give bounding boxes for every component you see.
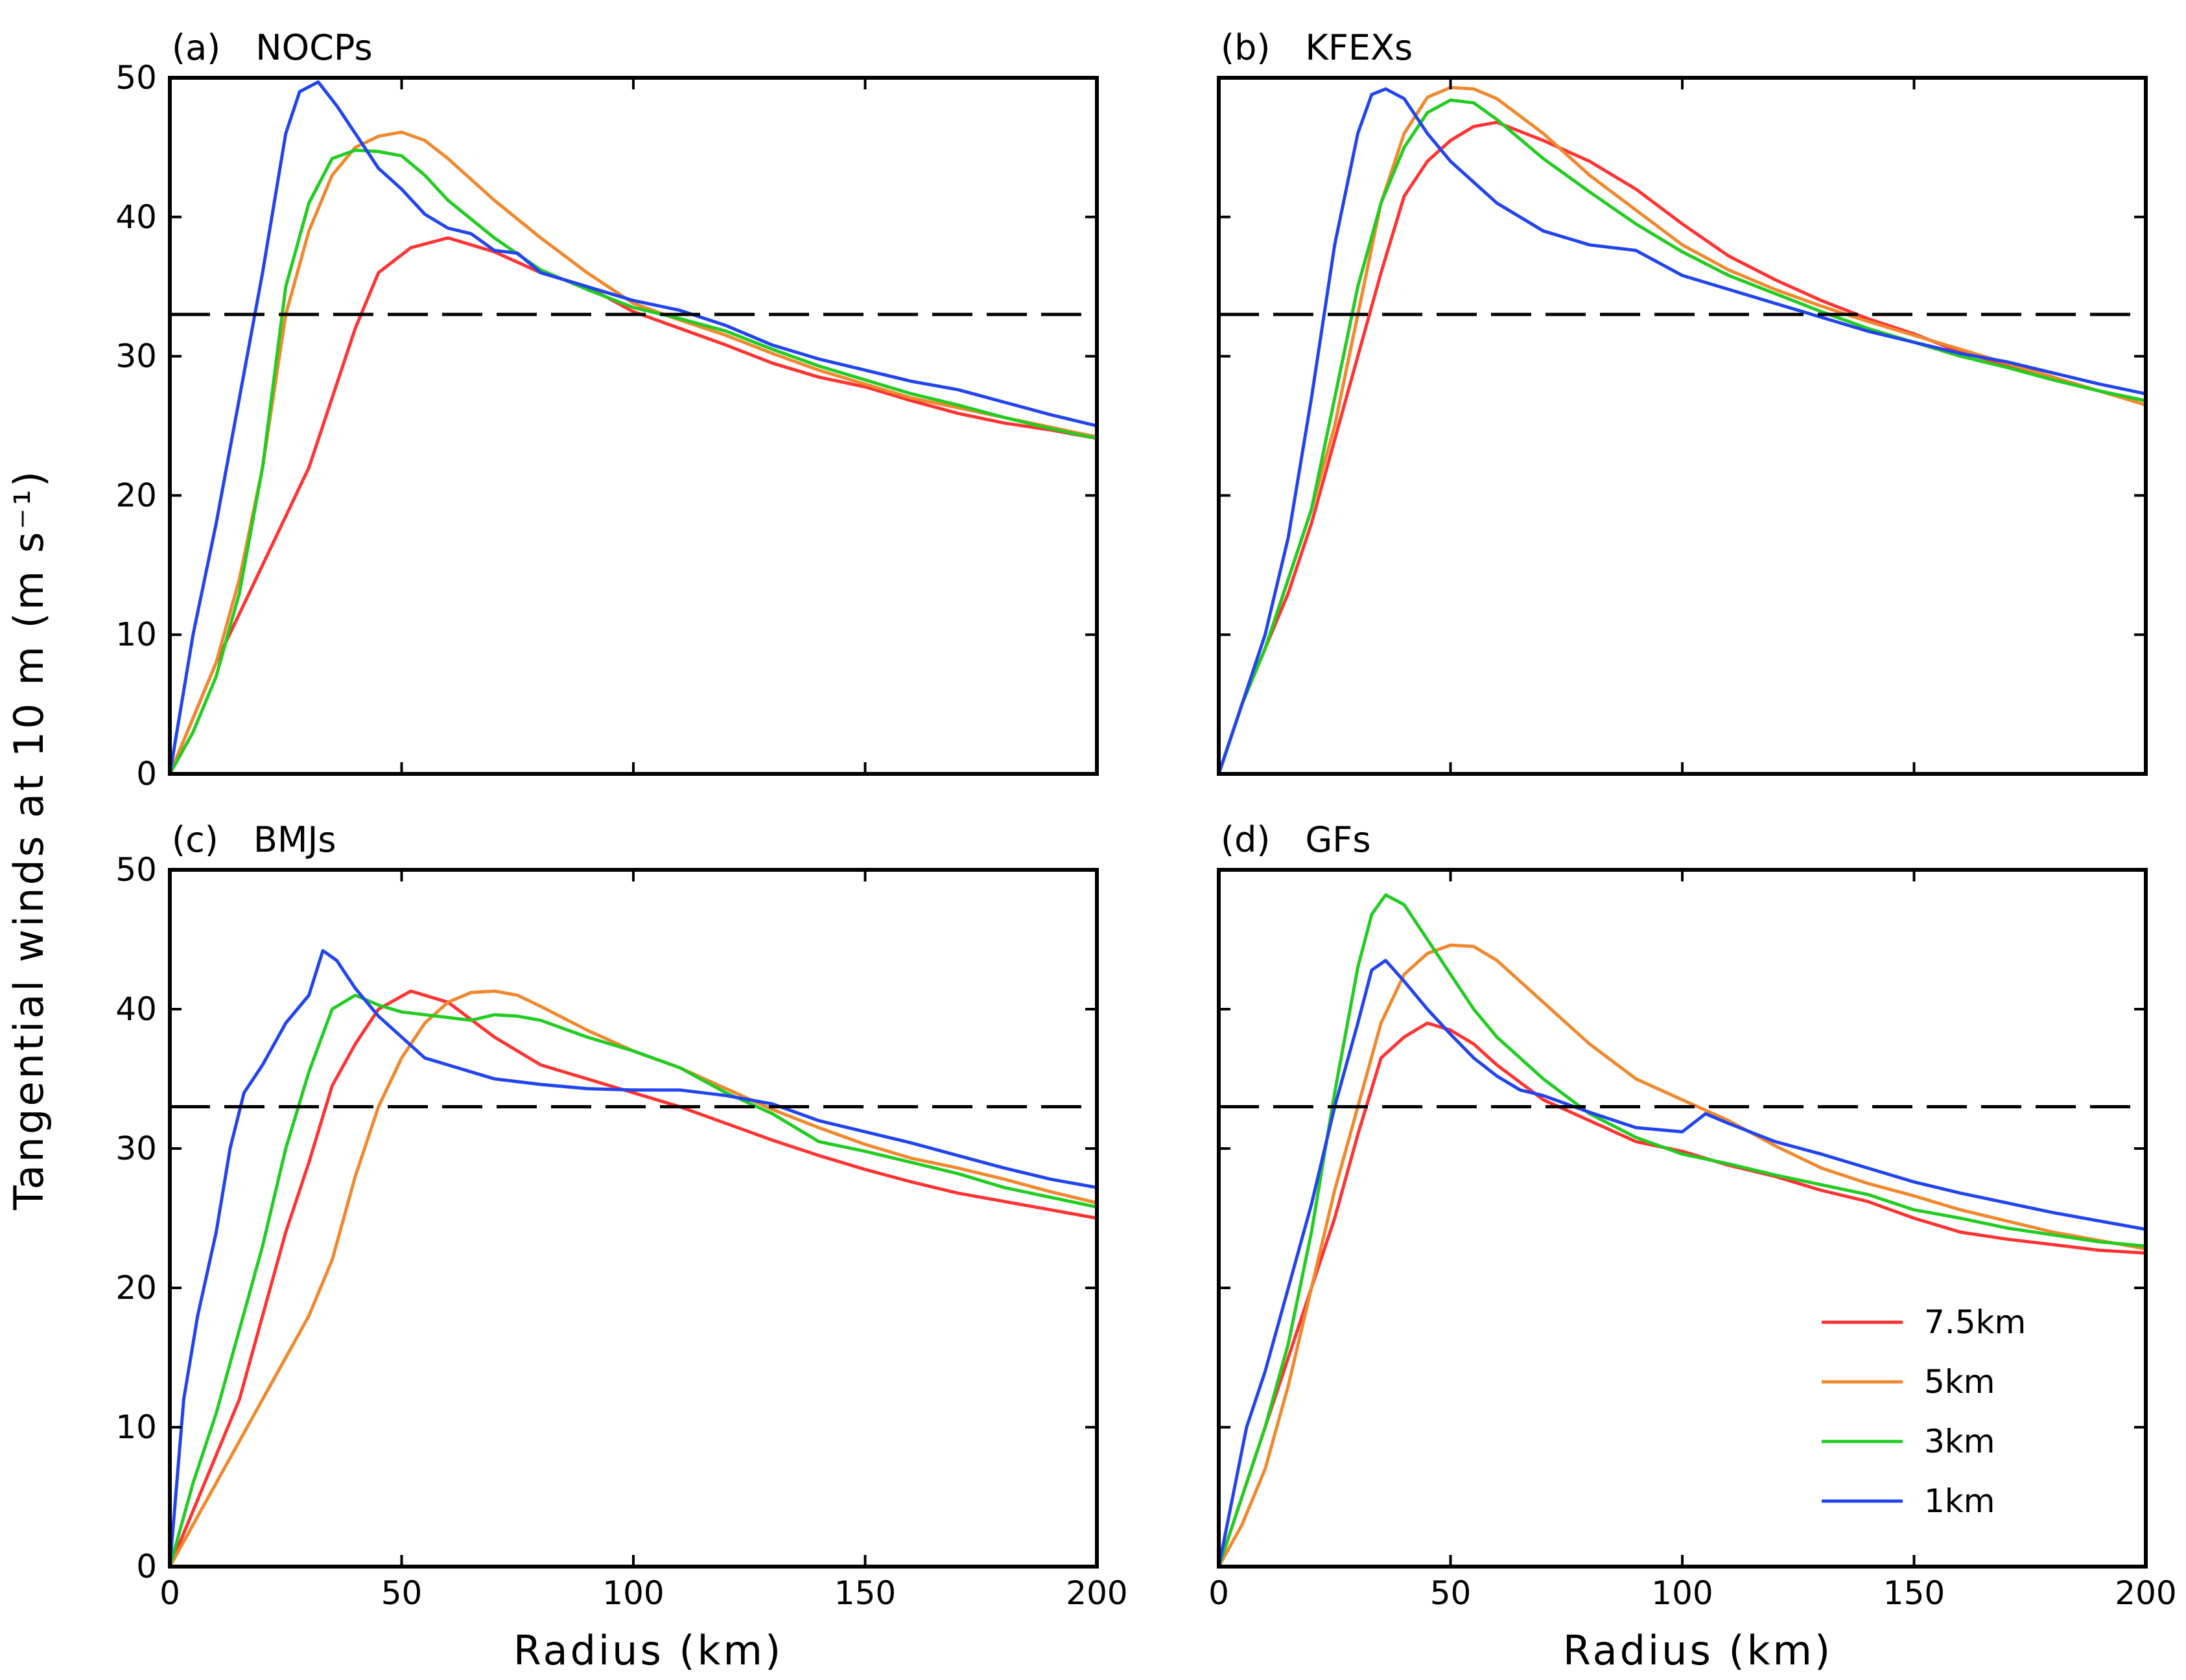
series-line-3km xyxy=(1217,893,2146,1567)
series-line-7.5km xyxy=(168,236,1098,775)
y-tick-label: 0 xyxy=(136,1548,157,1585)
series-line-5km xyxy=(1217,86,2146,775)
x-axis-label-right: Radius (km) xyxy=(1563,1627,1833,1674)
panels: (a) NOCPs 0 10 20 30 40 50 (b) KFEXs (c) BMJs 0 50… xyxy=(115,27,2176,1612)
series-line-7.5km xyxy=(1217,121,2146,775)
y-tick-label: 30 xyxy=(115,338,157,375)
panel-title: (c) BMJs xyxy=(172,819,336,860)
y-tick-label: 20 xyxy=(115,476,157,514)
y-tick-label: 30 xyxy=(115,1130,157,1167)
series-line-1km xyxy=(168,949,1098,1567)
y-axis-label: Tangential winds at 10 m (m s⁻¹) xyxy=(5,469,53,1211)
panel-d: (d) GFs 0 50 100 150 200 xyxy=(1208,819,2177,1612)
series-line-5km xyxy=(168,130,1098,775)
x-tick-label: 150 xyxy=(834,1574,896,1612)
x-tick-label: 200 xyxy=(1066,1574,1127,1612)
panel-a: (a) NOCPs 0 10 20 30 40 50 xyxy=(115,27,1099,793)
y-tick-label: 40 xyxy=(115,198,157,236)
y-tick-label: 10 xyxy=(115,1408,157,1446)
series-line-1km xyxy=(1217,87,2146,775)
x-tick-label: 50 xyxy=(381,1574,423,1612)
series-line-3km xyxy=(1217,98,2146,775)
panel-c: (c) BMJs 0 50 100 150 200 0 10 20 30 40 50 xyxy=(115,819,1127,1612)
x-tick-label: 0 xyxy=(159,1574,180,1612)
legend-label-1km: 1km xyxy=(1924,1482,1995,1520)
y-tick-label: 40 xyxy=(115,990,157,1028)
panel-title: (a) NOCPs xyxy=(172,27,373,68)
x-tick-label: 100 xyxy=(1651,1574,1713,1612)
y-tick-label: 10 xyxy=(115,616,157,653)
series-line-1km xyxy=(1217,959,2146,1567)
legend-label-5km: 5km xyxy=(1924,1363,1995,1401)
series-line-3km xyxy=(168,148,1098,775)
series-line-7.5km xyxy=(1217,1021,2146,1567)
x-tick-label: 0 xyxy=(1208,1574,1229,1612)
series-line-3km xyxy=(168,994,1098,1567)
series-line-5km xyxy=(1217,943,2146,1568)
legend: 7.5km 5km 3km 1km xyxy=(1822,1303,2026,1520)
y-tick-label: 20 xyxy=(115,1269,157,1307)
legend-label-3km: 3km xyxy=(1924,1423,1995,1460)
panel-title: (b) KFEXs xyxy=(1221,27,1413,68)
plot-frame xyxy=(168,868,1099,1569)
plot-frame xyxy=(168,76,1099,776)
x-tick-label: 50 xyxy=(1430,1574,1472,1612)
x-tick-label: 200 xyxy=(2115,1574,2176,1612)
x-tick-label: 150 xyxy=(1883,1574,1945,1612)
x-tick-label: 100 xyxy=(602,1574,664,1612)
x-axis-label-left: Radius (km) xyxy=(513,1627,783,1674)
panel-title: (d) GFs xyxy=(1221,819,1370,860)
plot-frame xyxy=(1217,76,2148,776)
series-line-7.5km xyxy=(168,989,1098,1567)
panel-b: (b) KFEXs xyxy=(1217,27,2148,776)
y-tick-label: 0 xyxy=(136,755,157,793)
y-tick-label: 50 xyxy=(115,59,157,97)
legend-label-7.5km: 7.5km xyxy=(1924,1303,2026,1341)
series-line-1km xyxy=(168,80,1098,775)
series-line-5km xyxy=(168,989,1098,1568)
y-tick-label: 50 xyxy=(115,851,157,889)
